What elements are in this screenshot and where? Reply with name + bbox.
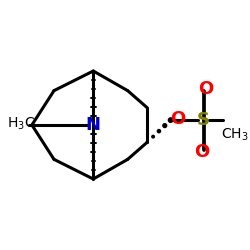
Circle shape [157,130,160,133]
Circle shape [146,141,148,143]
Circle shape [168,118,173,122]
Text: H$_3$C: H$_3$C [7,116,35,132]
Text: O: O [170,110,186,128]
Text: CH$_3$: CH$_3$ [220,126,248,143]
Circle shape [163,124,167,128]
Text: O: O [194,142,209,160]
Text: N: N [86,116,101,134]
Text: S: S [197,111,210,129]
Circle shape [152,135,154,138]
Text: O: O [198,80,214,98]
